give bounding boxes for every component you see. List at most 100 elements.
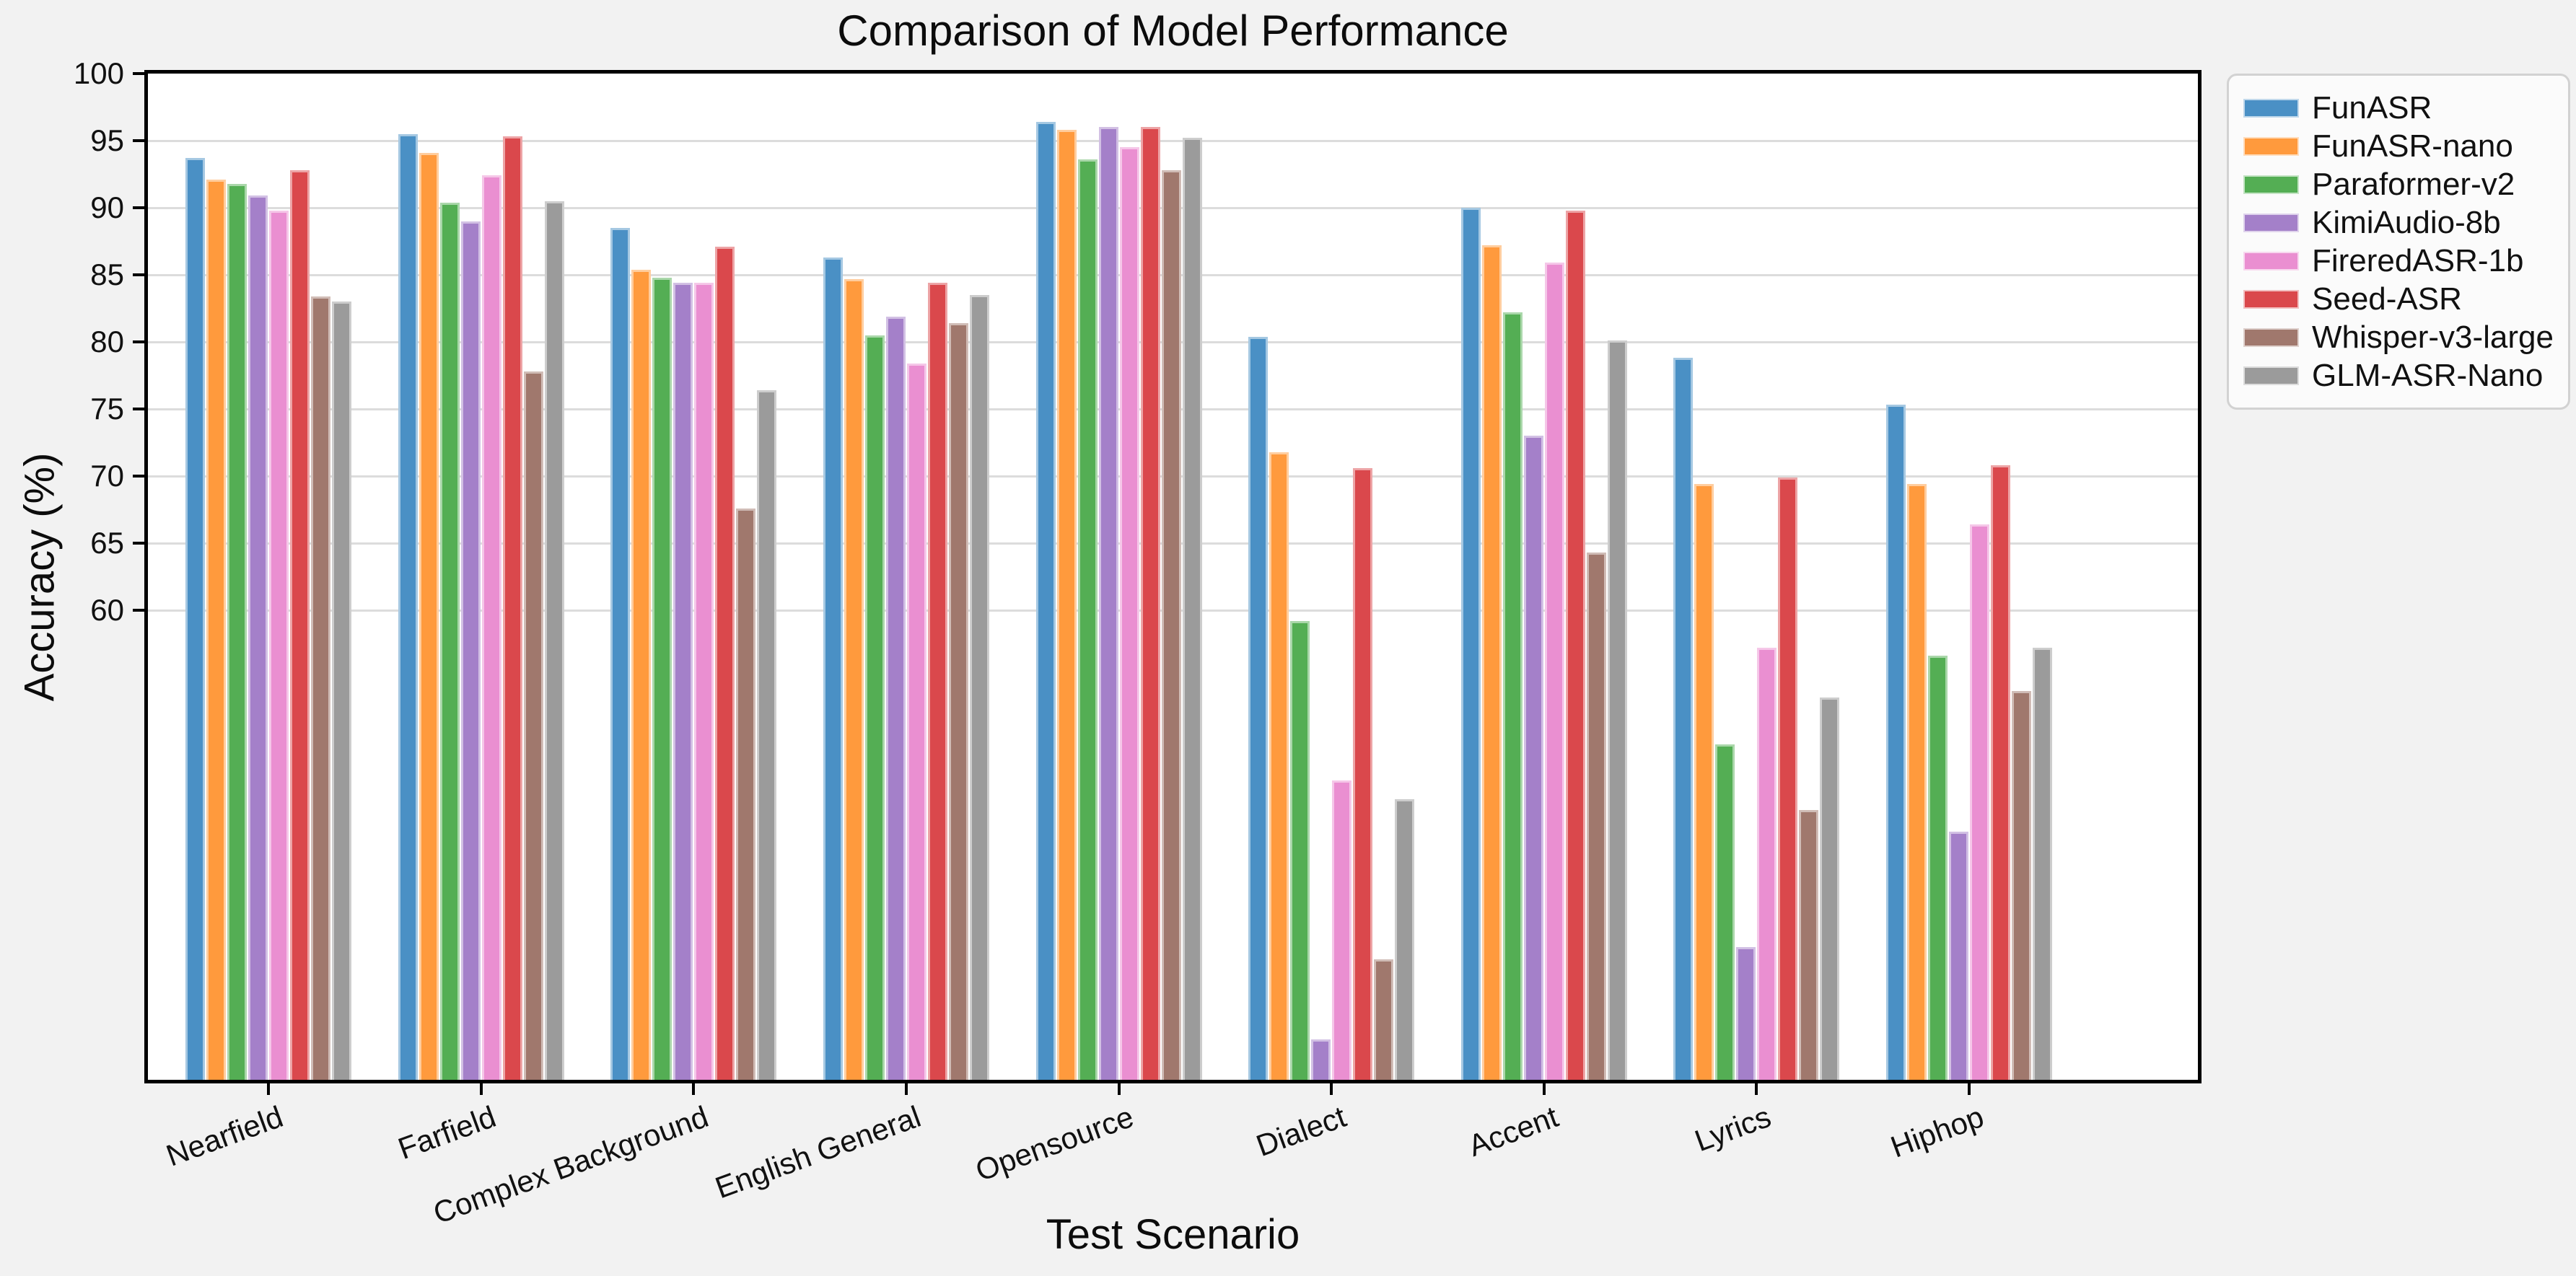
legend-label-FireredASR-1b: FireredASR-1b xyxy=(2312,242,2524,278)
bar-FunASR-Nearfield xyxy=(185,158,206,1080)
bar-FireredASR-1b-Farfield xyxy=(481,175,501,1080)
y-tick-mark-75 xyxy=(133,408,144,410)
bar-FireredASR-1b-Nearfield xyxy=(269,210,289,1080)
bar-Whisper-v3-large-Opensource xyxy=(1161,170,1181,1080)
bar-Paraformer-v2-Opensource xyxy=(1077,159,1098,1080)
bar-group-6 xyxy=(1460,74,1627,1080)
legend-row-2: Paraformer-v2 xyxy=(2243,165,2555,203)
bar-GLM-ASR-Nano-Opensource xyxy=(1182,138,1202,1080)
y-tick-mark-100 xyxy=(133,72,144,75)
y-tick-label-95: 95 xyxy=(90,123,124,157)
gridline-95 xyxy=(148,140,2198,142)
bar-Seed-ASR-English-General xyxy=(927,283,947,1080)
legend-label-Paraformer-v2: Paraformer-v2 xyxy=(2312,166,2515,202)
bar-Paraformer-v2-Nearfield xyxy=(227,183,247,1080)
bar-KimiAudio-8b-Complex-Background xyxy=(673,283,693,1080)
bar-group-1 xyxy=(398,74,564,1080)
bar-KimiAudio-8b-English-General xyxy=(885,316,906,1080)
bar-Seed-ASR-Dialect xyxy=(1353,467,1373,1080)
bar-GLM-ASR-Nano-Lyrics xyxy=(1820,697,1840,1080)
x-tick-mark-0 xyxy=(267,1083,271,1095)
bar-Whisper-v3-large-Complex-Background xyxy=(736,508,756,1080)
bar-Paraformer-v2-Accent xyxy=(1502,312,1523,1080)
y-tick-label-90: 90 xyxy=(90,190,124,224)
bar-Whisper-v3-large-English-General xyxy=(948,322,968,1080)
bar-FunASR-Accent xyxy=(1460,208,1481,1080)
bar-group-3 xyxy=(823,74,989,1080)
bar-Paraformer-v2-Complex-Background xyxy=(652,277,673,1080)
bar-Paraformer-v2-English-General xyxy=(864,335,885,1080)
bar-FunASR-nano-Nearfield xyxy=(206,179,227,1080)
bar-FunASR-nano-Complex-Background xyxy=(631,269,652,1080)
y-tick-label-65: 65 xyxy=(90,526,124,560)
bar-group-0 xyxy=(185,74,352,1080)
x-tick-mark-3 xyxy=(904,1083,908,1095)
bar-FireredASR-1b-Dialect xyxy=(1332,780,1352,1080)
legend-swatch-Whisper-v3-large xyxy=(2243,327,2299,347)
bar-Seed-ASR-Opensource xyxy=(1140,127,1160,1080)
x-tick-mark-7 xyxy=(1755,1083,1758,1095)
y-tick-mark-65 xyxy=(133,542,144,545)
x-tick-label-5: Dialect xyxy=(1251,1099,1351,1163)
bar-FireredASR-1b-Lyrics xyxy=(1757,648,1777,1080)
y-tick-label-85: 85 xyxy=(90,258,124,291)
legend-label-Whisper-v3-large: Whisper-v3-large xyxy=(2312,319,2554,355)
bar-GLM-ASR-Nano-Accent xyxy=(1607,340,1627,1080)
bar-FunASR-English-General xyxy=(823,257,843,1080)
bar-GLM-ASR-Nano-Farfield xyxy=(544,201,564,1080)
y-tick-label-75: 75 xyxy=(90,392,124,426)
x-tick-mark-5 xyxy=(1330,1083,1333,1095)
bar-group-4 xyxy=(1035,74,1202,1080)
legend-row-3: KimiAudio-8b xyxy=(2243,203,2555,242)
legend-swatch-Seed-ASR xyxy=(2243,289,2299,309)
x-tick-label-3: English General xyxy=(711,1099,926,1205)
bar-Whisper-v3-large-Farfield xyxy=(523,371,543,1080)
bar-FireredASR-1b-Opensource xyxy=(1119,147,1139,1080)
bar-KimiAudio-8b-Accent xyxy=(1523,436,1543,1080)
legend-label-GLM-ASR-Nano: GLM-ASR-Nano xyxy=(2312,357,2544,393)
legend-swatch-FunASR xyxy=(2243,98,2299,118)
x-tick-label-1: Farfield xyxy=(393,1099,500,1166)
bar-KimiAudio-8b-Lyrics xyxy=(1736,946,1756,1080)
bar-KimiAudio-8b-Hiphop xyxy=(1948,831,1968,1080)
legend-label-Seed-ASR: Seed-ASR xyxy=(2312,281,2462,317)
bar-KimiAudio-8b-Opensource xyxy=(1098,127,1118,1080)
bar-Paraformer-v2-Lyrics xyxy=(1715,744,1735,1080)
legend-box: FunASR FunASR-nano Paraformer-v2 KimiAudio-… xyxy=(2227,74,2570,410)
x-tick-mark-4 xyxy=(1117,1083,1121,1095)
bar-Seed-ASR-Hiphop xyxy=(1990,465,2010,1080)
bar-FunASR-Lyrics xyxy=(1673,358,1694,1080)
bar-GLM-ASR-Nano-Hiphop xyxy=(2032,648,2052,1080)
bar-Whisper-v3-large-Dialect xyxy=(1374,959,1394,1080)
bar-FireredASR-1b-Complex-Background xyxy=(694,283,714,1080)
x-tick-mark-1 xyxy=(479,1083,483,1095)
bar-Seed-ASR-Complex-Background xyxy=(715,246,735,1080)
legend-label-FunASR: FunASR xyxy=(2312,89,2432,126)
bar-group-5 xyxy=(1248,74,1415,1080)
bar-GLM-ASR-Nano-Complex-Background xyxy=(757,390,777,1080)
bar-Seed-ASR-Nearfield xyxy=(290,170,310,1080)
bar-FunASR-Hiphop xyxy=(1885,405,1906,1080)
bar-Seed-ASR-Accent xyxy=(1565,210,1585,1080)
bar-KimiAudio-8b-Nearfield xyxy=(248,195,268,1080)
bar-FunASR-nano-Opensource xyxy=(1056,130,1077,1080)
legend-swatch-FunASR-nano xyxy=(2243,136,2299,156)
bar-Paraformer-v2-Farfield xyxy=(439,202,460,1080)
legend-row-5: Seed-ASR xyxy=(2243,280,2555,318)
x-tick-label-7: Lyrics xyxy=(1690,1099,1776,1158)
x-axis-label: Test Scenario xyxy=(1046,1211,1300,1258)
legend-swatch-FireredASR-1b xyxy=(2243,251,2299,270)
bar-FunASR-Dialect xyxy=(1248,336,1269,1080)
y-tick-label-80: 80 xyxy=(90,325,124,358)
bar-FunASR-nano-Farfield xyxy=(419,152,439,1080)
plot-area xyxy=(144,70,2202,1083)
bar-group-2 xyxy=(610,74,777,1080)
y-tick-mark-60 xyxy=(133,609,144,612)
bar-Seed-ASR-Lyrics xyxy=(1778,477,1798,1080)
y-tick-mark-85 xyxy=(133,273,144,276)
x-tick-label-0: Nearfield xyxy=(162,1099,288,1173)
bar-Paraformer-v2-Dialect xyxy=(1290,620,1310,1080)
y-tick-mark-70 xyxy=(133,475,144,478)
x-tick-mark-2 xyxy=(692,1083,696,1095)
bar-Whisper-v3-large-Nearfield xyxy=(311,296,331,1080)
